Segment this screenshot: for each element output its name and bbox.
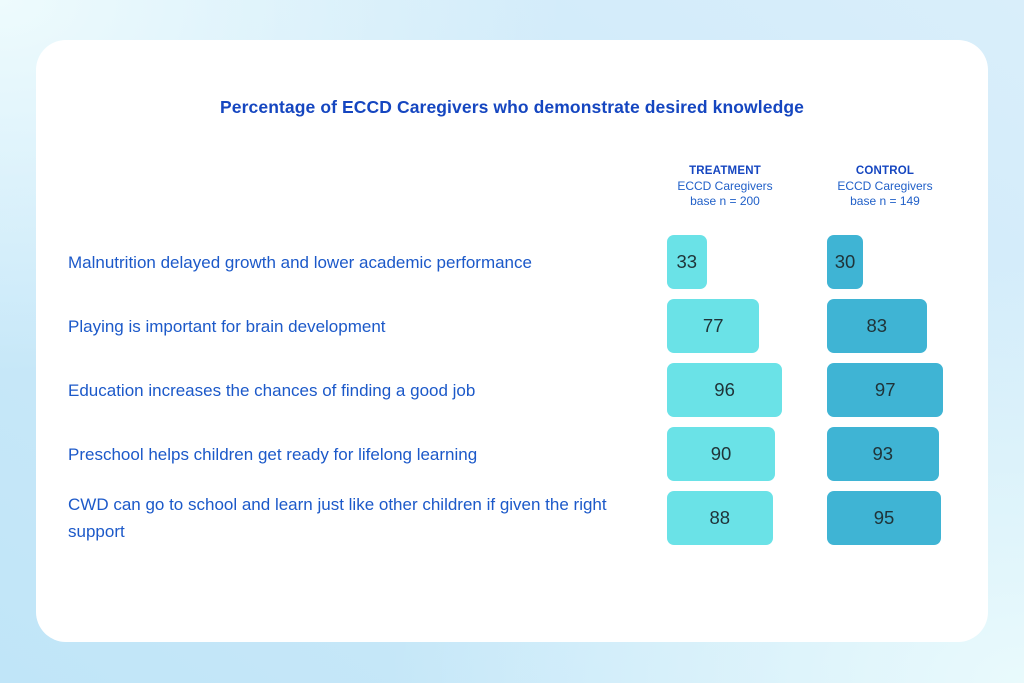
control-bar-cell: 95 bbox=[827, 491, 987, 545]
control-bar: 83 bbox=[827, 299, 927, 353]
control-bar-value: 93 bbox=[872, 443, 894, 464]
treatment-bar-value: 96 bbox=[714, 379, 735, 400]
row-label-cell: Malnutrition delayed growth and lower ac… bbox=[36, 249, 667, 276]
treatment-bar-value: 33 bbox=[676, 251, 698, 272]
treatment-bar: 77 bbox=[667, 299, 760, 353]
row-label-cell: CWD can go to school and learn just like… bbox=[36, 491, 667, 545]
treatment-header-title: TREATMENT bbox=[689, 165, 761, 177]
chart-card: Percentage of ECCD Caregivers who demons… bbox=[36, 40, 988, 642]
control-header-title: CONTROL bbox=[855, 165, 915, 177]
treatment-header-group: ECCD Caregivers bbox=[677, 179, 773, 193]
header-spacer bbox=[36, 164, 667, 209]
treatment-bar: 90 bbox=[667, 427, 775, 481]
row-label: CWD can go to school and learn just like… bbox=[68, 495, 607, 541]
treatment-column-header: TREATMENT ECCD Caregivers base n = 200 bbox=[667, 164, 827, 209]
control-bar-cell: 97 bbox=[827, 363, 987, 417]
row-label-cell: Playing is important for brain developme… bbox=[36, 313, 667, 340]
treatment-bar: 96 bbox=[667, 363, 783, 417]
treatment-bar-value: 90 bbox=[710, 443, 732, 464]
control-bar: 30 bbox=[827, 235, 863, 289]
control-bar: 95 bbox=[827, 491, 941, 545]
control-bar-value: 97 bbox=[874, 379, 896, 400]
chart-title: Percentage of ECCD Caregivers who demons… bbox=[220, 97, 804, 117]
row-label: Playing is important for brain developme… bbox=[68, 316, 386, 336]
row-label: Malnutrition delayed growth and lower ac… bbox=[68, 252, 532, 272]
control-column-header: CONTROL ECCD Caregivers base n = 149 bbox=[827, 164, 987, 209]
control-bar-cell: 30 bbox=[827, 235, 987, 289]
treatment-bar: 88 bbox=[667, 491, 773, 545]
chart-row: Preschool helps children get ready for l… bbox=[36, 422, 988, 486]
row-label-cell: Preschool helps children get ready for l… bbox=[36, 441, 667, 468]
treatment-bar-value: 77 bbox=[702, 315, 724, 336]
control-bar-cell: 83 bbox=[827, 299, 987, 353]
control-bar-value: 95 bbox=[873, 507, 895, 528]
chart-row: Playing is important for brain developme… bbox=[36, 294, 988, 358]
treatment-bar-cell: 90 bbox=[667, 427, 827, 481]
column-headers: TREATMENT ECCD Caregivers base n = 200 C… bbox=[36, 164, 988, 209]
chart-row: CWD can go to school and learn just like… bbox=[36, 486, 988, 550]
treatment-bar: 33 bbox=[667, 235, 707, 289]
control-bar: 97 bbox=[827, 363, 944, 417]
treatment-bar-value: 88 bbox=[709, 507, 731, 528]
treatment-header-block: TREATMENT ECCD Caregivers base n = 200 bbox=[667, 164, 783, 209]
chart-row: Education increases the chances of findi… bbox=[36, 358, 988, 422]
control-bar: 93 bbox=[827, 427, 939, 481]
row-label: Education increases the chances of findi… bbox=[68, 380, 476, 400]
control-bar-value: 30 bbox=[834, 251, 856, 272]
control-header-block: CONTROL ECCD Caregivers base n = 149 bbox=[827, 164, 943, 209]
control-bar-value: 83 bbox=[866, 315, 888, 336]
treatment-bar-cell: 96 bbox=[667, 363, 827, 417]
treatment-bar-cell: 77 bbox=[667, 299, 827, 353]
chart-rows: Malnutrition delayed growth and lower ac… bbox=[36, 230, 988, 550]
treatment-header-base: base n = 200 bbox=[690, 194, 760, 208]
row-label-cell: Education increases the chances of findi… bbox=[36, 377, 667, 404]
row-label: Preschool helps children get ready for l… bbox=[68, 444, 478, 464]
control-bar-cell: 93 bbox=[827, 427, 987, 481]
control-header-base: base n = 149 bbox=[850, 194, 920, 208]
treatment-bar-cell: 33 bbox=[667, 235, 827, 289]
treatment-bar-cell: 88 bbox=[667, 491, 827, 545]
chart-row: Malnutrition delayed growth and lower ac… bbox=[36, 230, 988, 294]
control-header-group: ECCD Caregivers bbox=[837, 179, 933, 193]
